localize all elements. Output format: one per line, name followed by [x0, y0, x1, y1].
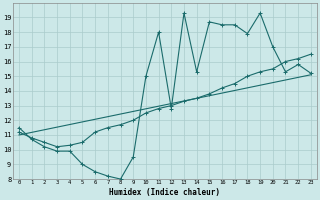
X-axis label: Humidex (Indice chaleur): Humidex (Indice chaleur) [109, 188, 220, 197]
